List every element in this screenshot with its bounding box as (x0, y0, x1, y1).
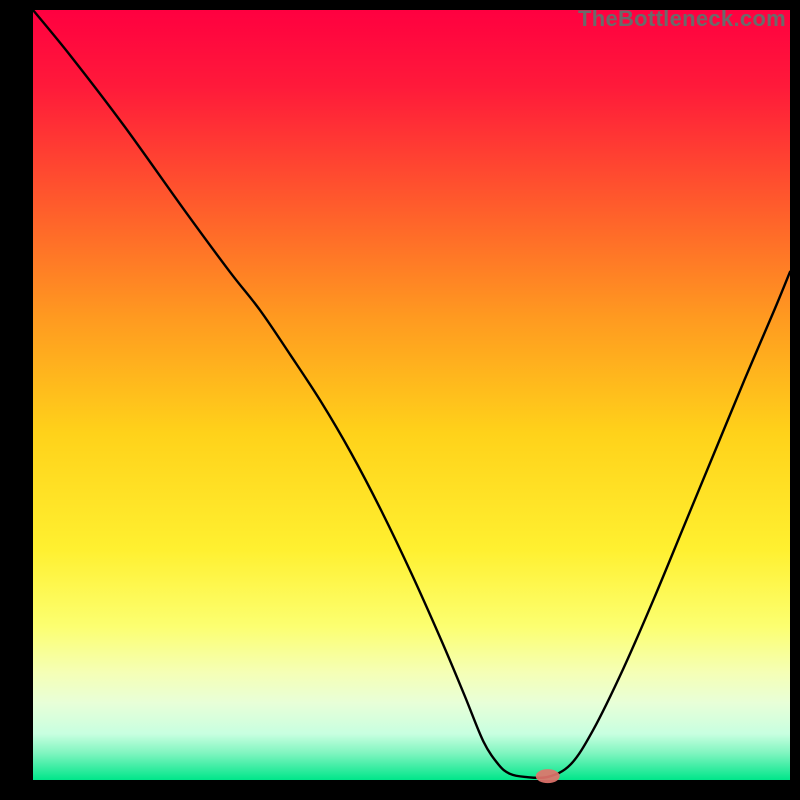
bottleneck-curve (33, 10, 790, 778)
chart-container: TheBottleneck.com (0, 0, 800, 800)
curve-overlay (0, 0, 800, 800)
watermark-text: TheBottleneck.com (578, 6, 786, 32)
optimal-marker (536, 769, 560, 783)
